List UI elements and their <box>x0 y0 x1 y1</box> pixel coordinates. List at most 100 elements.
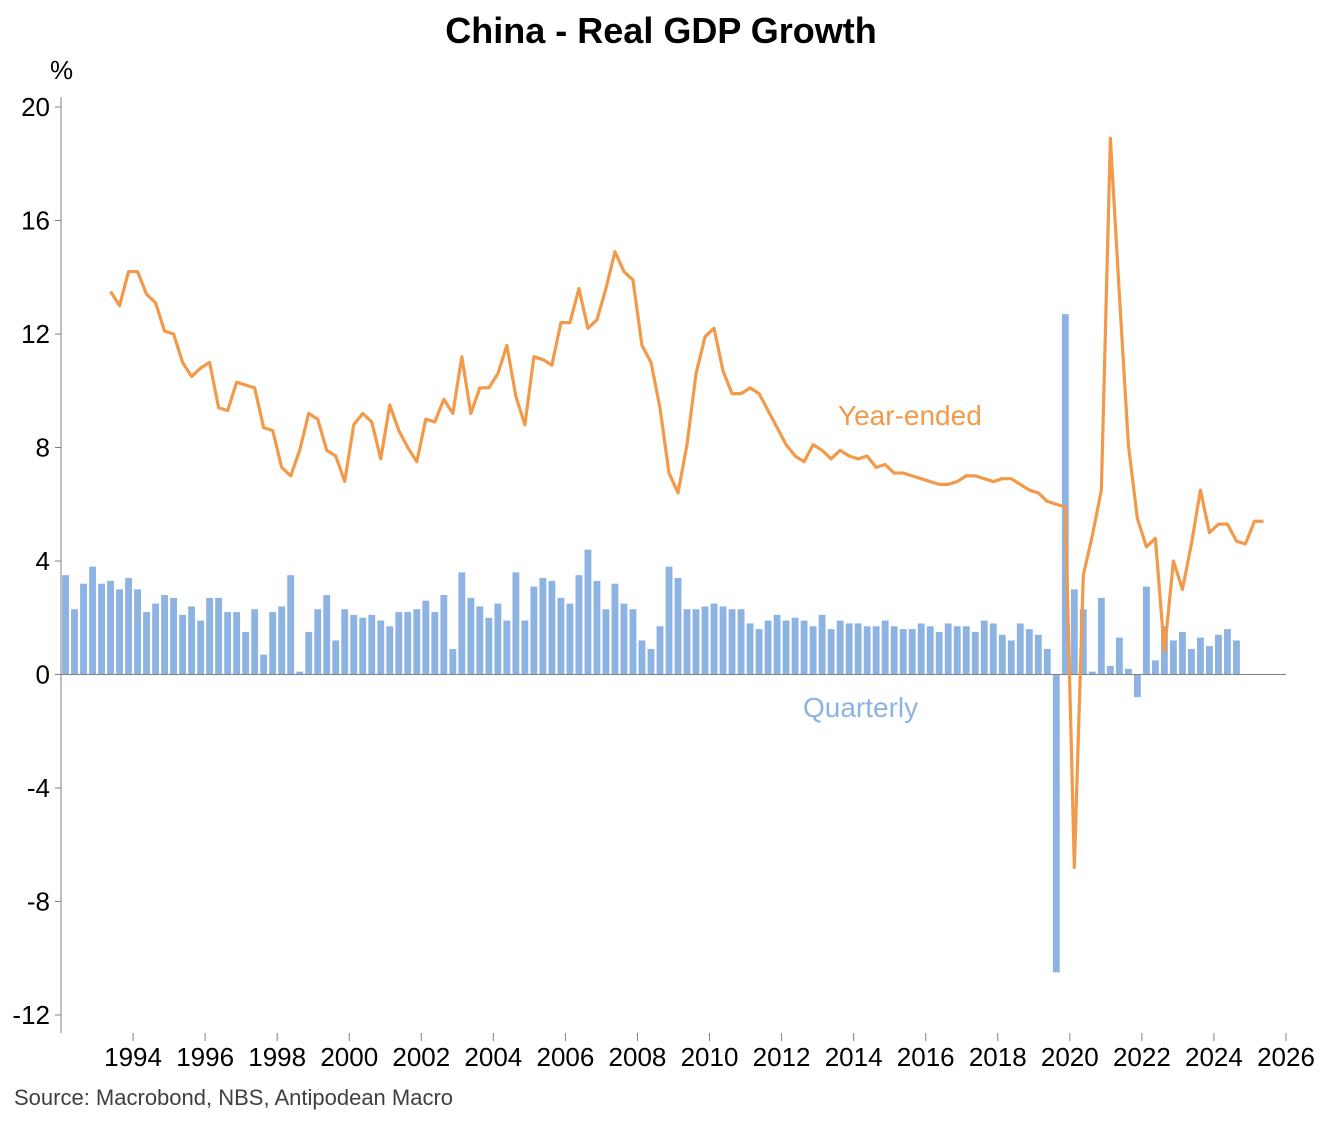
x-tick-label: 2018 <box>969 1042 1027 1072</box>
quarterly-bar <box>629 609 637 675</box>
quarterly-bar <box>962 626 970 675</box>
quarterly-bar <box>1052 674 1060 973</box>
quarterly-bar <box>62 575 69 675</box>
quarterly-bar <box>584 549 592 675</box>
x-tick-label: 2022 <box>1113 1042 1171 1072</box>
quarterly-bar <box>890 626 898 675</box>
quarterly-bar <box>521 620 529 675</box>
quarterly-bar <box>188 606 196 675</box>
quarterly-bar <box>512 572 520 675</box>
quarterly-bar <box>1197 637 1204 675</box>
x-tick-label: 2000 <box>320 1042 378 1072</box>
quarterly-bar <box>350 614 358 675</box>
quarterly-bar <box>413 609 421 675</box>
y-axis-ticks: 20 16 12 8 4 0 -4 -8 -12 <box>12 92 61 1030</box>
quarterly-bar <box>1070 589 1078 675</box>
quarterly-bar <box>449 648 457 675</box>
quarterly-bar <box>404 612 412 675</box>
quarterly-bar <box>926 626 934 675</box>
quarterly-bar <box>116 589 123 675</box>
quarterly-bar <box>1088 671 1096 675</box>
quarterly-bar <box>836 620 844 675</box>
chart-title: China - Real GDP Growth <box>445 10 876 51</box>
quarterly-bar <box>1043 648 1051 675</box>
quarterly-bar <box>953 626 961 675</box>
quarterly-bar <box>881 620 889 675</box>
quarterly-bar <box>719 606 727 675</box>
quarterly-bar <box>485 617 493 675</box>
quarterly-bar <box>773 614 781 675</box>
quarterly-bar <box>206 597 214 675</box>
quarterly-bar <box>638 640 646 675</box>
quarterly-bar <box>746 623 754 675</box>
y-tick-label: -8 <box>27 887 50 917</box>
quarterly-bar <box>1133 674 1141 698</box>
y-tick-label: 8 <box>36 433 50 463</box>
x-tick-label: 2008 <box>609 1042 667 1072</box>
x-tick-label: 2002 <box>392 1042 450 1072</box>
y-tick-label: 4 <box>36 546 50 576</box>
quarterly-bar <box>683 609 691 675</box>
quarterly-bar <box>287 575 295 675</box>
quarterly-bar <box>494 603 502 675</box>
year-ended-line <box>109 136 1264 870</box>
quarterly-bar <box>827 629 835 675</box>
quarterly-bar <box>755 629 763 675</box>
quarterly-bar <box>872 626 880 675</box>
x-tick-label: 1994 <box>104 1042 162 1072</box>
quarterly-bar <box>278 606 286 675</box>
quarterly-bar <box>1178 631 1186 675</box>
quarterly-bar <box>944 623 952 675</box>
quarterly-bar <box>269 612 277 675</box>
quarterly-bar <box>1034 634 1042 675</box>
quarterly-bar <box>1016 623 1024 675</box>
x-tick-label: 2014 <box>825 1042 883 1072</box>
quarterly-bar <box>143 612 150 675</box>
quarterly-bar <box>296 671 304 675</box>
quarterly-bar <box>1079 609 1087 675</box>
quarterly-bar <box>233 612 241 675</box>
quarterly-bar <box>368 614 376 675</box>
quarterly-bars <box>62 314 1240 973</box>
quarterly-bar <box>152 603 159 675</box>
quarterly-bar <box>1151 660 1159 675</box>
quarterly-bar <box>818 614 826 675</box>
quarterly-bar <box>251 609 259 675</box>
quarterly-bar <box>125 578 132 675</box>
quarterly-bar <box>305 631 313 675</box>
x-tick-label: 2026 <box>1257 1042 1315 1072</box>
quarterly-bar <box>170 597 178 675</box>
quarterly-bar <box>917 623 925 675</box>
quarterly-bar <box>107 580 114 675</box>
quarterly-bar <box>809 626 817 675</box>
quarterly-bar <box>1215 634 1222 675</box>
quarterly-bar <box>1233 640 1240 675</box>
quarterly-bar <box>566 603 574 675</box>
quarterly-bar <box>89 566 96 675</box>
quarterly-bar <box>98 583 105 675</box>
quarterly-bar <box>980 620 988 675</box>
quarterly-bar <box>674 578 682 675</box>
quarterly-bar <box>260 654 268 675</box>
x-tick-label: 2004 <box>464 1042 522 1072</box>
quarterly-bar <box>1142 586 1150 675</box>
quarterly-bar <box>863 626 871 675</box>
x-tick-label: 1998 <box>248 1042 306 1072</box>
quarterly-bar <box>1115 637 1123 675</box>
quarterly-bar <box>359 617 367 675</box>
quarterly-bar <box>593 580 601 675</box>
quarterly-bar <box>1224 629 1231 675</box>
quarterly-bar <box>161 595 169 675</box>
y-axis-unit: % <box>50 55 73 85</box>
quarterly-bar <box>620 603 628 675</box>
x-tick-label: 2012 <box>753 1042 811 1072</box>
quarterly-bar <box>314 609 322 675</box>
quarterly-bar <box>1188 648 1195 675</box>
quarterly-bar <box>935 631 943 675</box>
quarterly-bar <box>134 589 141 675</box>
quarterly-bar <box>440 595 448 675</box>
quarterly-bar <box>539 578 547 675</box>
quarterly-bar <box>665 566 673 675</box>
quarterly-bar <box>710 603 718 675</box>
y-tick-label: -12 <box>12 1000 50 1030</box>
